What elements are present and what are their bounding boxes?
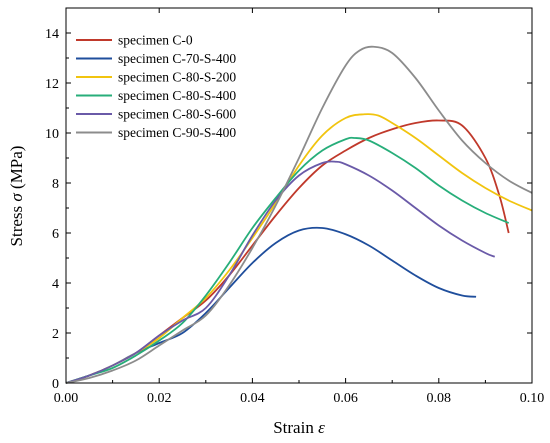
legend-item: specimen C-70-S-400 bbox=[76, 51, 236, 66]
legend-label: specimen C-90-S-400 bbox=[118, 125, 236, 140]
x-axis-title-text: Strain bbox=[273, 418, 314, 437]
y-axis-ticks: 0 2 4 6 8 10 12 14 bbox=[45, 27, 532, 392]
y-tick-label: 14 bbox=[45, 27, 59, 42]
legend-item: specimen C-80-S-200 bbox=[76, 70, 236, 85]
y-axis-symbol: σ bbox=[7, 193, 26, 202]
x-tick-label: 0.06 bbox=[333, 391, 358, 406]
x-tick-label: 0.00 bbox=[54, 391, 79, 406]
series-line-3 bbox=[65, 136, 510, 384]
series-line-4 bbox=[65, 160, 496, 384]
series-lines bbox=[65, 45, 533, 384]
legend-item: specimen C-80-S-600 bbox=[76, 107, 236, 122]
x-tick-label: 0.10 bbox=[520, 391, 545, 406]
x-tick-label: 0.08 bbox=[427, 391, 452, 406]
legend-label: specimen C-70-S-400 bbox=[118, 51, 236, 66]
x-axis-symbol: ε bbox=[318, 418, 325, 437]
y-tick-label: 6 bbox=[52, 227, 59, 242]
legend-label: specimen C-80-S-200 bbox=[118, 70, 236, 85]
series-line-2 bbox=[65, 113, 533, 384]
y-tick-label: 0 bbox=[52, 377, 59, 392]
legend: specimen C-0 specimen C-70-S-400 specimen … bbox=[76, 33, 236, 140]
y-tick-label: 10 bbox=[45, 127, 59, 142]
legend-item: specimen C-0 bbox=[76, 33, 193, 48]
legend-label: specimen C-80-S-400 bbox=[118, 88, 236, 103]
y-tick-label: 8 bbox=[52, 177, 59, 192]
legend-item: specimen C-80-S-400 bbox=[76, 88, 236, 103]
x-axis-title: Strain ε bbox=[273, 418, 325, 437]
legend-label: specimen C-80-S-600 bbox=[118, 107, 236, 122]
x-tick-label: 0.04 bbox=[240, 391, 265, 406]
legend-item: specimen C-90-S-400 bbox=[76, 125, 236, 140]
y-axis-unit: (MPa) bbox=[7, 146, 26, 189]
y-tick-label: 2 bbox=[52, 327, 59, 342]
x-tick-label: 0.02 bbox=[147, 391, 172, 406]
y-tick-label: 12 bbox=[45, 77, 59, 92]
y-tick-label: 4 bbox=[52, 277, 59, 292]
legend-label: specimen C-0 bbox=[118, 33, 193, 48]
x-axis-ticks: 0.00 0.02 0.04 0.06 0.08 0.10 bbox=[54, 8, 545, 406]
series-line-5 bbox=[65, 45, 533, 384]
y-axis-title-text: Stress bbox=[7, 206, 26, 247]
y-axis-title: Stress σ (MPa) bbox=[7, 146, 26, 247]
